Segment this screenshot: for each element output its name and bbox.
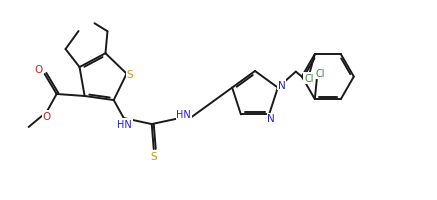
Text: S: S — [150, 151, 157, 161]
Text: S: S — [126, 69, 133, 79]
Text: HN: HN — [177, 110, 191, 119]
Text: N: N — [278, 80, 286, 90]
Text: HN: HN — [118, 119, 132, 129]
Text: Cl: Cl — [315, 69, 325, 79]
Text: N: N — [267, 114, 275, 124]
Text: O: O — [42, 111, 51, 121]
Text: O: O — [35, 65, 43, 75]
Text: Cl: Cl — [304, 74, 314, 84]
